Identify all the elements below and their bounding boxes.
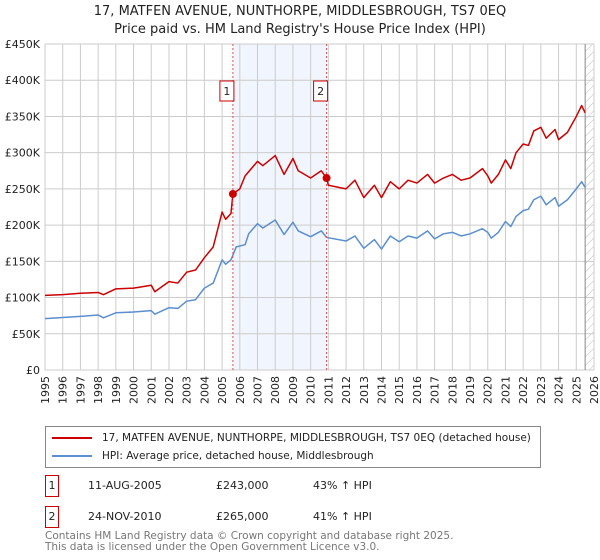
sale-row: 1 11-AUG-2005 £243,000 43% ↑ HPI bbox=[45, 475, 545, 497]
x-tick-label: 2011 bbox=[322, 376, 335, 404]
y-tick-label: £350K bbox=[5, 110, 41, 123]
x-tick-label: 2026 bbox=[588, 376, 600, 404]
x-tick-label: 2008 bbox=[269, 376, 282, 404]
x-tick-label: 2010 bbox=[305, 376, 318, 404]
x-tick-label: 2003 bbox=[181, 376, 194, 404]
sale-date: 11-AUG-2005 bbox=[88, 479, 162, 492]
x-tick-label: 2000 bbox=[128, 376, 141, 404]
chart-title: 17, MATFEN AVENUE, NUNTHORPE, MIDDLESBRO… bbox=[93, 4, 507, 19]
x-tick-label: 2005 bbox=[216, 376, 229, 404]
x-tick-label: 1996 bbox=[57, 376, 70, 404]
footer-copyright: Contains HM Land Registry data © Crown c… bbox=[45, 530, 454, 542]
footer-licence: This data is licensed under the Open Gov… bbox=[45, 541, 380, 553]
x-tick-label: 2013 bbox=[358, 376, 371, 404]
x-tick-label: 2009 bbox=[287, 376, 300, 404]
x-tick-label: 2020 bbox=[482, 376, 495, 404]
y-tick-label: £150K bbox=[5, 255, 41, 268]
x-tick-label: 1999 bbox=[110, 376, 123, 404]
sale-price: £243,000 bbox=[216, 479, 269, 492]
x-tick-label: 2012 bbox=[340, 376, 353, 404]
sale-label: 1 bbox=[223, 85, 230, 98]
x-tick-label: 2001 bbox=[145, 376, 158, 404]
y-tick-label: £450K bbox=[5, 38, 41, 51]
legend-item-hpi: HPI: Average price, detached house, Midd… bbox=[52, 448, 374, 464]
sale-label-box bbox=[219, 80, 235, 102]
x-tick-label: 2022 bbox=[517, 376, 530, 404]
forecast-hatch bbox=[585, 44, 594, 370]
x-tick-label: 1997 bbox=[74, 376, 87, 404]
property-price-line bbox=[44, 104, 586, 297]
sale-price: £265,000 bbox=[216, 510, 269, 523]
x-tick-label: 2019 bbox=[464, 376, 477, 404]
legend-item-property: 17, MATFEN AVENUE, NUNTHORPE, MIDDLESBRO… bbox=[52, 430, 531, 446]
sale-point bbox=[322, 174, 331, 183]
x-tick-label: 2014 bbox=[375, 376, 388, 404]
sale-period-shading bbox=[232, 44, 327, 370]
x-tick-label: 2007 bbox=[252, 376, 265, 404]
y-tick-label: £300K bbox=[5, 147, 41, 160]
sale-badge: 2 bbox=[45, 506, 59, 528]
x-tick-label: 2006 bbox=[234, 376, 247, 404]
legend: 17, MATFEN AVENUE, NUNTHORPE, MIDDLESBRO… bbox=[45, 426, 541, 468]
y-tick-label: £400K bbox=[5, 74, 41, 87]
x-tick-label: 2018 bbox=[446, 376, 459, 404]
x-tick-label: 1995 bbox=[39, 376, 52, 404]
x-tick-label: 2017 bbox=[429, 376, 442, 404]
x-tick-label: 2025 bbox=[570, 376, 583, 404]
sale-delta: 43% ↑ HPI bbox=[313, 479, 372, 492]
x-tick-label: 1998 bbox=[92, 376, 105, 404]
y-tick-label: £100K bbox=[5, 292, 41, 305]
x-tick-label: 2002 bbox=[163, 376, 176, 404]
hpi-line bbox=[44, 180, 586, 320]
legend-swatch-blue bbox=[52, 455, 92, 457]
x-tick-label: 2024 bbox=[553, 376, 566, 404]
sale-row: 2 24-NOV-2010 £265,000 41% ↑ HPI bbox=[45, 506, 545, 528]
legend-label: HPI: Average price, detached house, Midd… bbox=[102, 450, 374, 462]
x-tick-label: 2023 bbox=[535, 376, 548, 404]
y-tick-label: £50K bbox=[12, 328, 41, 341]
sale-badge: 1 bbox=[45, 475, 59, 497]
y-tick-label: £0 bbox=[26, 364, 40, 377]
sale-delta: 41% ↑ HPI bbox=[313, 510, 372, 523]
y-tick-label: £250K bbox=[5, 183, 41, 196]
x-tick-label: 2016 bbox=[411, 376, 424, 404]
x-tick-label: 2021 bbox=[499, 376, 512, 404]
sale-label-box bbox=[313, 80, 329, 102]
y-tick-label: £200K bbox=[5, 219, 41, 232]
chart-subtitle: Price paid vs. HM Land Registry's House … bbox=[114, 22, 486, 37]
sale-label: 2 bbox=[317, 85, 324, 98]
legend-swatch-red bbox=[52, 437, 92, 439]
x-tick-label: 2004 bbox=[198, 376, 211, 404]
price-chart: 1995 1996 1997 1998 1999 2000 2001 2002 2003 2004… bbox=[5, 38, 600, 404]
sale-point bbox=[228, 189, 237, 198]
sale-date: 24-NOV-2010 bbox=[88, 510, 162, 523]
x-tick-label: 2015 bbox=[393, 376, 406, 404]
legend-label: 17, MATFEN AVENUE, NUNTHORPE, MIDDLESBRO… bbox=[102, 432, 531, 444]
